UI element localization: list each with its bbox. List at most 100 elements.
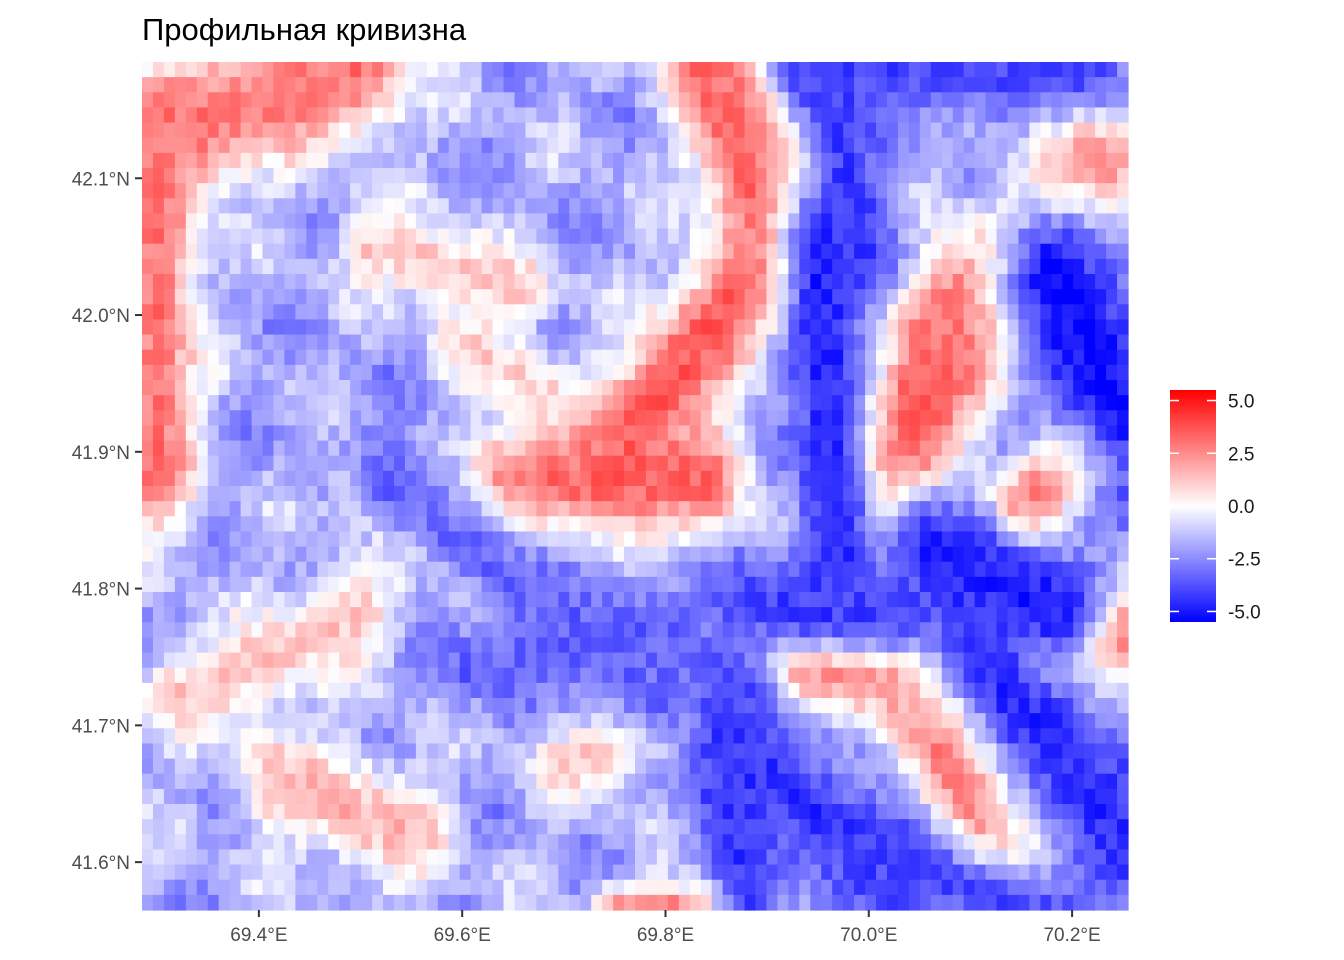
heatmap-cell [295, 804, 307, 820]
heatmap-cell [185, 652, 198, 669]
heatmap-cell [503, 546, 516, 563]
heatmap-cell [437, 531, 450, 548]
heatmap-cell [152, 410, 165, 427]
heatmap-cell [185, 77, 198, 93]
heatmap-cell [788, 804, 800, 820]
heatmap-cell [1040, 758, 1052, 775]
heatmap-cell [339, 410, 351, 427]
heatmap-cell [667, 152, 680, 169]
heatmap-cell [536, 122, 548, 139]
heatmap-cell [492, 894, 505, 911]
heatmap-cell [985, 607, 998, 623]
heatmap-cell [755, 183, 768, 199]
heatmap-cell [678, 682, 691, 699]
heatmap-cell [667, 804, 680, 820]
heatmap-cell [547, 319, 559, 336]
heatmap-cell [919, 743, 932, 760]
heatmap-cell [635, 349, 647, 366]
heatmap-cell [832, 607, 844, 623]
heatmap-cell [876, 243, 888, 260]
heatmap-cell [1051, 622, 1063, 639]
heatmap-cell [185, 713, 198, 729]
heatmap-cell [963, 531, 976, 548]
heatmap-cell [240, 894, 253, 911]
heatmap-cell [569, 440, 581, 457]
heatmap-cell [251, 168, 264, 184]
heatmap-cell [635, 228, 647, 245]
heatmap-cell [865, 243, 877, 260]
heatmap-cell [240, 622, 253, 639]
heatmap-cell [897, 198, 910, 215]
heatmap-cell [1095, 470, 1107, 487]
heatmap-cell [1007, 607, 1020, 623]
heatmap-cell [700, 349, 713, 366]
heatmap-cell [393, 652, 406, 669]
heatmap-cell [777, 667, 789, 684]
heatmap-cell [339, 334, 351, 351]
heatmap-cell [273, 228, 286, 245]
heatmap-cell [492, 713, 505, 729]
heatmap-cell [635, 834, 647, 851]
heatmap-cell [229, 531, 242, 548]
heatmap-cell [328, 304, 340, 321]
heatmap-cell [908, 62, 921, 78]
heatmap-cell [1040, 364, 1052, 381]
heatmap-cell [777, 592, 789, 608]
heatmap-cell [930, 516, 943, 533]
heatmap-cell [514, 319, 527, 336]
heatmap-cell [437, 440, 450, 457]
heatmap-cell [777, 652, 789, 669]
heatmap-cell [152, 637, 165, 654]
heatmap-cell [1018, 622, 1030, 639]
heatmap-cell [514, 682, 527, 699]
heatmap-cell [251, 440, 264, 457]
heatmap-cell [821, 561, 833, 578]
heatmap-cell [635, 77, 647, 93]
heatmap-cell [886, 531, 899, 548]
heatmap-cell [383, 652, 395, 669]
heatmap-cell [503, 168, 516, 184]
heatmap-cell [547, 107, 559, 124]
heatmap-cell [996, 788, 1009, 805]
heatmap-cell [251, 152, 264, 169]
heatmap-cell [339, 289, 351, 305]
heatmap-cell [284, 274, 296, 290]
heatmap-cell [635, 607, 647, 623]
heatmap-cell [919, 728, 932, 745]
heatmap-cell [142, 546, 154, 563]
heatmap-cell [1040, 92, 1052, 109]
heatmap-cell [591, 289, 603, 305]
heatmap-cell [711, 395, 724, 411]
heatmap-cell [733, 395, 746, 411]
heatmap-cell [284, 410, 296, 427]
heatmap-cell [974, 607, 987, 623]
heatmap-cell [229, 137, 242, 154]
heatmap-cell [1106, 258, 1118, 275]
heatmap-cell [722, 728, 735, 745]
heatmap-cell [854, 243, 866, 260]
heatmap-cell [656, 470, 669, 487]
heatmap-cell [317, 622, 329, 639]
heatmap-cell [854, 682, 866, 699]
heatmap-cell [185, 289, 198, 305]
heatmap-cell [481, 319, 494, 336]
heatmap-cell [350, 425, 362, 442]
heatmap-cell [1007, 62, 1020, 78]
heatmap-cell [448, 319, 461, 336]
heatmap-cell [262, 137, 275, 154]
heatmap-cell [799, 758, 811, 775]
heatmap-cell [503, 395, 516, 411]
heatmap-cell [273, 622, 286, 639]
heatmap-cell [437, 274, 450, 290]
heatmap-cell [656, 637, 669, 654]
heatmap-cell [295, 546, 307, 563]
heatmap-cell [624, 849, 636, 866]
heatmap-cell [755, 334, 768, 351]
heatmap-cell [415, 758, 428, 775]
heatmap-cell [1062, 213, 1074, 230]
heatmap-cell [404, 531, 417, 548]
heatmap-cell [930, 864, 943, 881]
heatmap-cell [985, 137, 998, 154]
heatmap-cell [229, 62, 242, 78]
heatmap-cell [996, 183, 1009, 199]
